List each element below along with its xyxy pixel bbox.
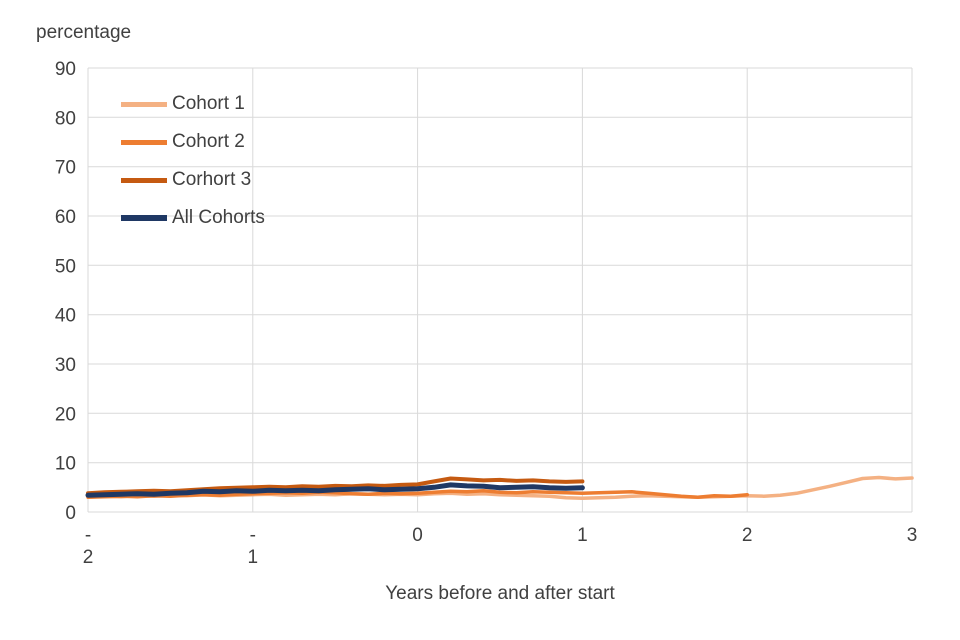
x-tick-label: 1 bbox=[577, 525, 588, 546]
x-tick-label: - bbox=[250, 525, 256, 546]
legend-item-cohort-2: Cohort 2 bbox=[121, 123, 265, 161]
legend-swatch-corhort-3 bbox=[121, 177, 167, 183]
y-tick-label: 80 bbox=[55, 108, 76, 129]
x-tick-label: 2 bbox=[742, 525, 753, 546]
y-tick-label: 30 bbox=[55, 355, 76, 376]
legend-label: Corhort 3 bbox=[172, 169, 252, 190]
y-tick-label: 0 bbox=[65, 503, 76, 524]
legend-label: Cohort 1 bbox=[172, 93, 245, 114]
legend-label: Cohort 2 bbox=[172, 131, 245, 152]
legend-swatch-cohort-1 bbox=[121, 101, 167, 107]
x-tick-label: - bbox=[85, 525, 91, 546]
x-axis-title: Years before and after start bbox=[385, 583, 615, 604]
legend-item-cohort-1: Cohort 1 bbox=[121, 85, 265, 123]
x-tick-label: 1 bbox=[248, 547, 259, 568]
legend-swatch-all-cohorts bbox=[121, 215, 167, 221]
x-tick-label: 3 bbox=[907, 525, 918, 546]
x-tick-label: 0 bbox=[412, 525, 423, 546]
y-tick-label: 50 bbox=[55, 256, 76, 277]
y-tick-label: 60 bbox=[55, 207, 76, 228]
y-tick-label: 90 bbox=[55, 59, 76, 80]
legend-item-all-cohorts: All Cohorts bbox=[121, 199, 265, 237]
series-line-all-cohorts bbox=[85, 482, 585, 498]
legend-item-corhort-3: Corhort 3 bbox=[121, 161, 265, 199]
x-tick-label: 2 bbox=[83, 547, 94, 568]
y-tick-label: 70 bbox=[55, 158, 76, 179]
legend-swatch-cohort-2 bbox=[121, 139, 167, 145]
legend-label: All Cohorts bbox=[172, 207, 265, 228]
legend: Cohort 1 Cohort 2 Corhort 3 All Cohorts bbox=[121, 85, 265, 237]
y-tick-label: 40 bbox=[55, 306, 76, 327]
series-line-cohort-2 bbox=[86, 489, 749, 499]
y-tick-label: 20 bbox=[55, 404, 76, 425]
y-axis-title: percentage bbox=[36, 22, 132, 43]
y-tick-label: 10 bbox=[55, 454, 76, 475]
